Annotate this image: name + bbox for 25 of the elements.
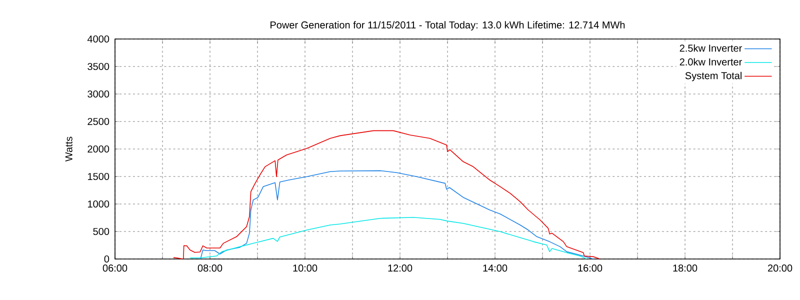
legend-label: 2.0kw Inverter <box>680 58 742 66</box>
y-tick-label: 1500 <box>88 172 110 180</box>
x-tick-label: 06:00 <box>102 264 128 272</box>
y-tick-label: 2000 <box>88 145 110 153</box>
x-tick-label: 16:00 <box>578 264 602 272</box>
chart-title: Power Generation for 11/15/2011 - Total Today: 13.0 kWh Lifetime: 12.714 MWh <box>270 21 625 30</box>
x-tick-label: 18:00 <box>673 264 698 272</box>
x-tick-label: 10:00 <box>293 264 318 272</box>
x-tick-label: 14:00 <box>483 264 508 272</box>
y-tick-label: 3500 <box>88 62 110 70</box>
x-tick-label: 12:00 <box>388 264 412 272</box>
x-tick-label: 20:00 <box>768 264 792 272</box>
legend-label: 2.5kw Inverter <box>680 44 742 52</box>
y-tick-label: 3000 <box>88 90 110 98</box>
line-series <box>173 130 600 259</box>
x-tick-label: 08:00 <box>198 264 222 272</box>
y-tick-label: 500 <box>93 228 110 236</box>
y-tick-label: 1000 <box>88 200 110 208</box>
legend-label: System Total <box>685 72 742 82</box>
line-series <box>190 216 588 259</box>
y-tick-label: 4000 <box>87 35 110 43</box>
y-axis-title: Watts <box>65 136 72 162</box>
y-tick-label: 0 <box>104 255 110 263</box>
line-series <box>200 170 594 259</box>
y-tick-label: 2500 <box>88 118 110 126</box>
